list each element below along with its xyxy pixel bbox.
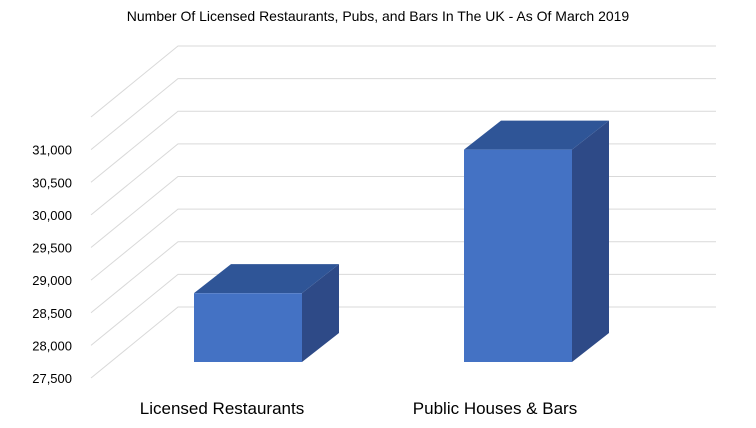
gridline bbox=[90, 176, 716, 248]
x-category-label: Public Houses & Bars bbox=[413, 399, 577, 418]
y-tick-label: 30,500 bbox=[32, 175, 72, 190]
gridline bbox=[90, 110, 716, 183]
gridline bbox=[90, 273, 716, 346]
bar-front bbox=[194, 293, 302, 362]
y-tick-label: 28,000 bbox=[32, 338, 72, 353]
bar bbox=[194, 264, 339, 362]
gridline bbox=[90, 78, 716, 151]
gridline bbox=[90, 241, 716, 314]
gridline bbox=[90, 143, 716, 216]
bar-top bbox=[464, 120, 609, 150]
chart-title: Number Of Licensed Restaurants, Pubs, an… bbox=[126, 8, 630, 24]
gridline bbox=[90, 306, 716, 379]
bar-side bbox=[302, 264, 339, 362]
y-tick-label: 29,500 bbox=[32, 241, 72, 256]
gridline bbox=[90, 45, 716, 118]
y-tick-label: 31,000 bbox=[32, 143, 72, 158]
bar-side bbox=[572, 120, 609, 362]
y-tick-label: 30,000 bbox=[32, 208, 72, 223]
bar-top bbox=[194, 264, 339, 294]
bar-front bbox=[464, 149, 572, 362]
y-tick-label: 27,500 bbox=[32, 371, 72, 386]
y-tick-label: 29,000 bbox=[32, 273, 72, 288]
x-category-label: Licensed Restaurants bbox=[140, 399, 304, 418]
bar bbox=[464, 120, 609, 362]
y-tick-label: 28,500 bbox=[32, 306, 72, 321]
gridline bbox=[90, 208, 716, 281]
